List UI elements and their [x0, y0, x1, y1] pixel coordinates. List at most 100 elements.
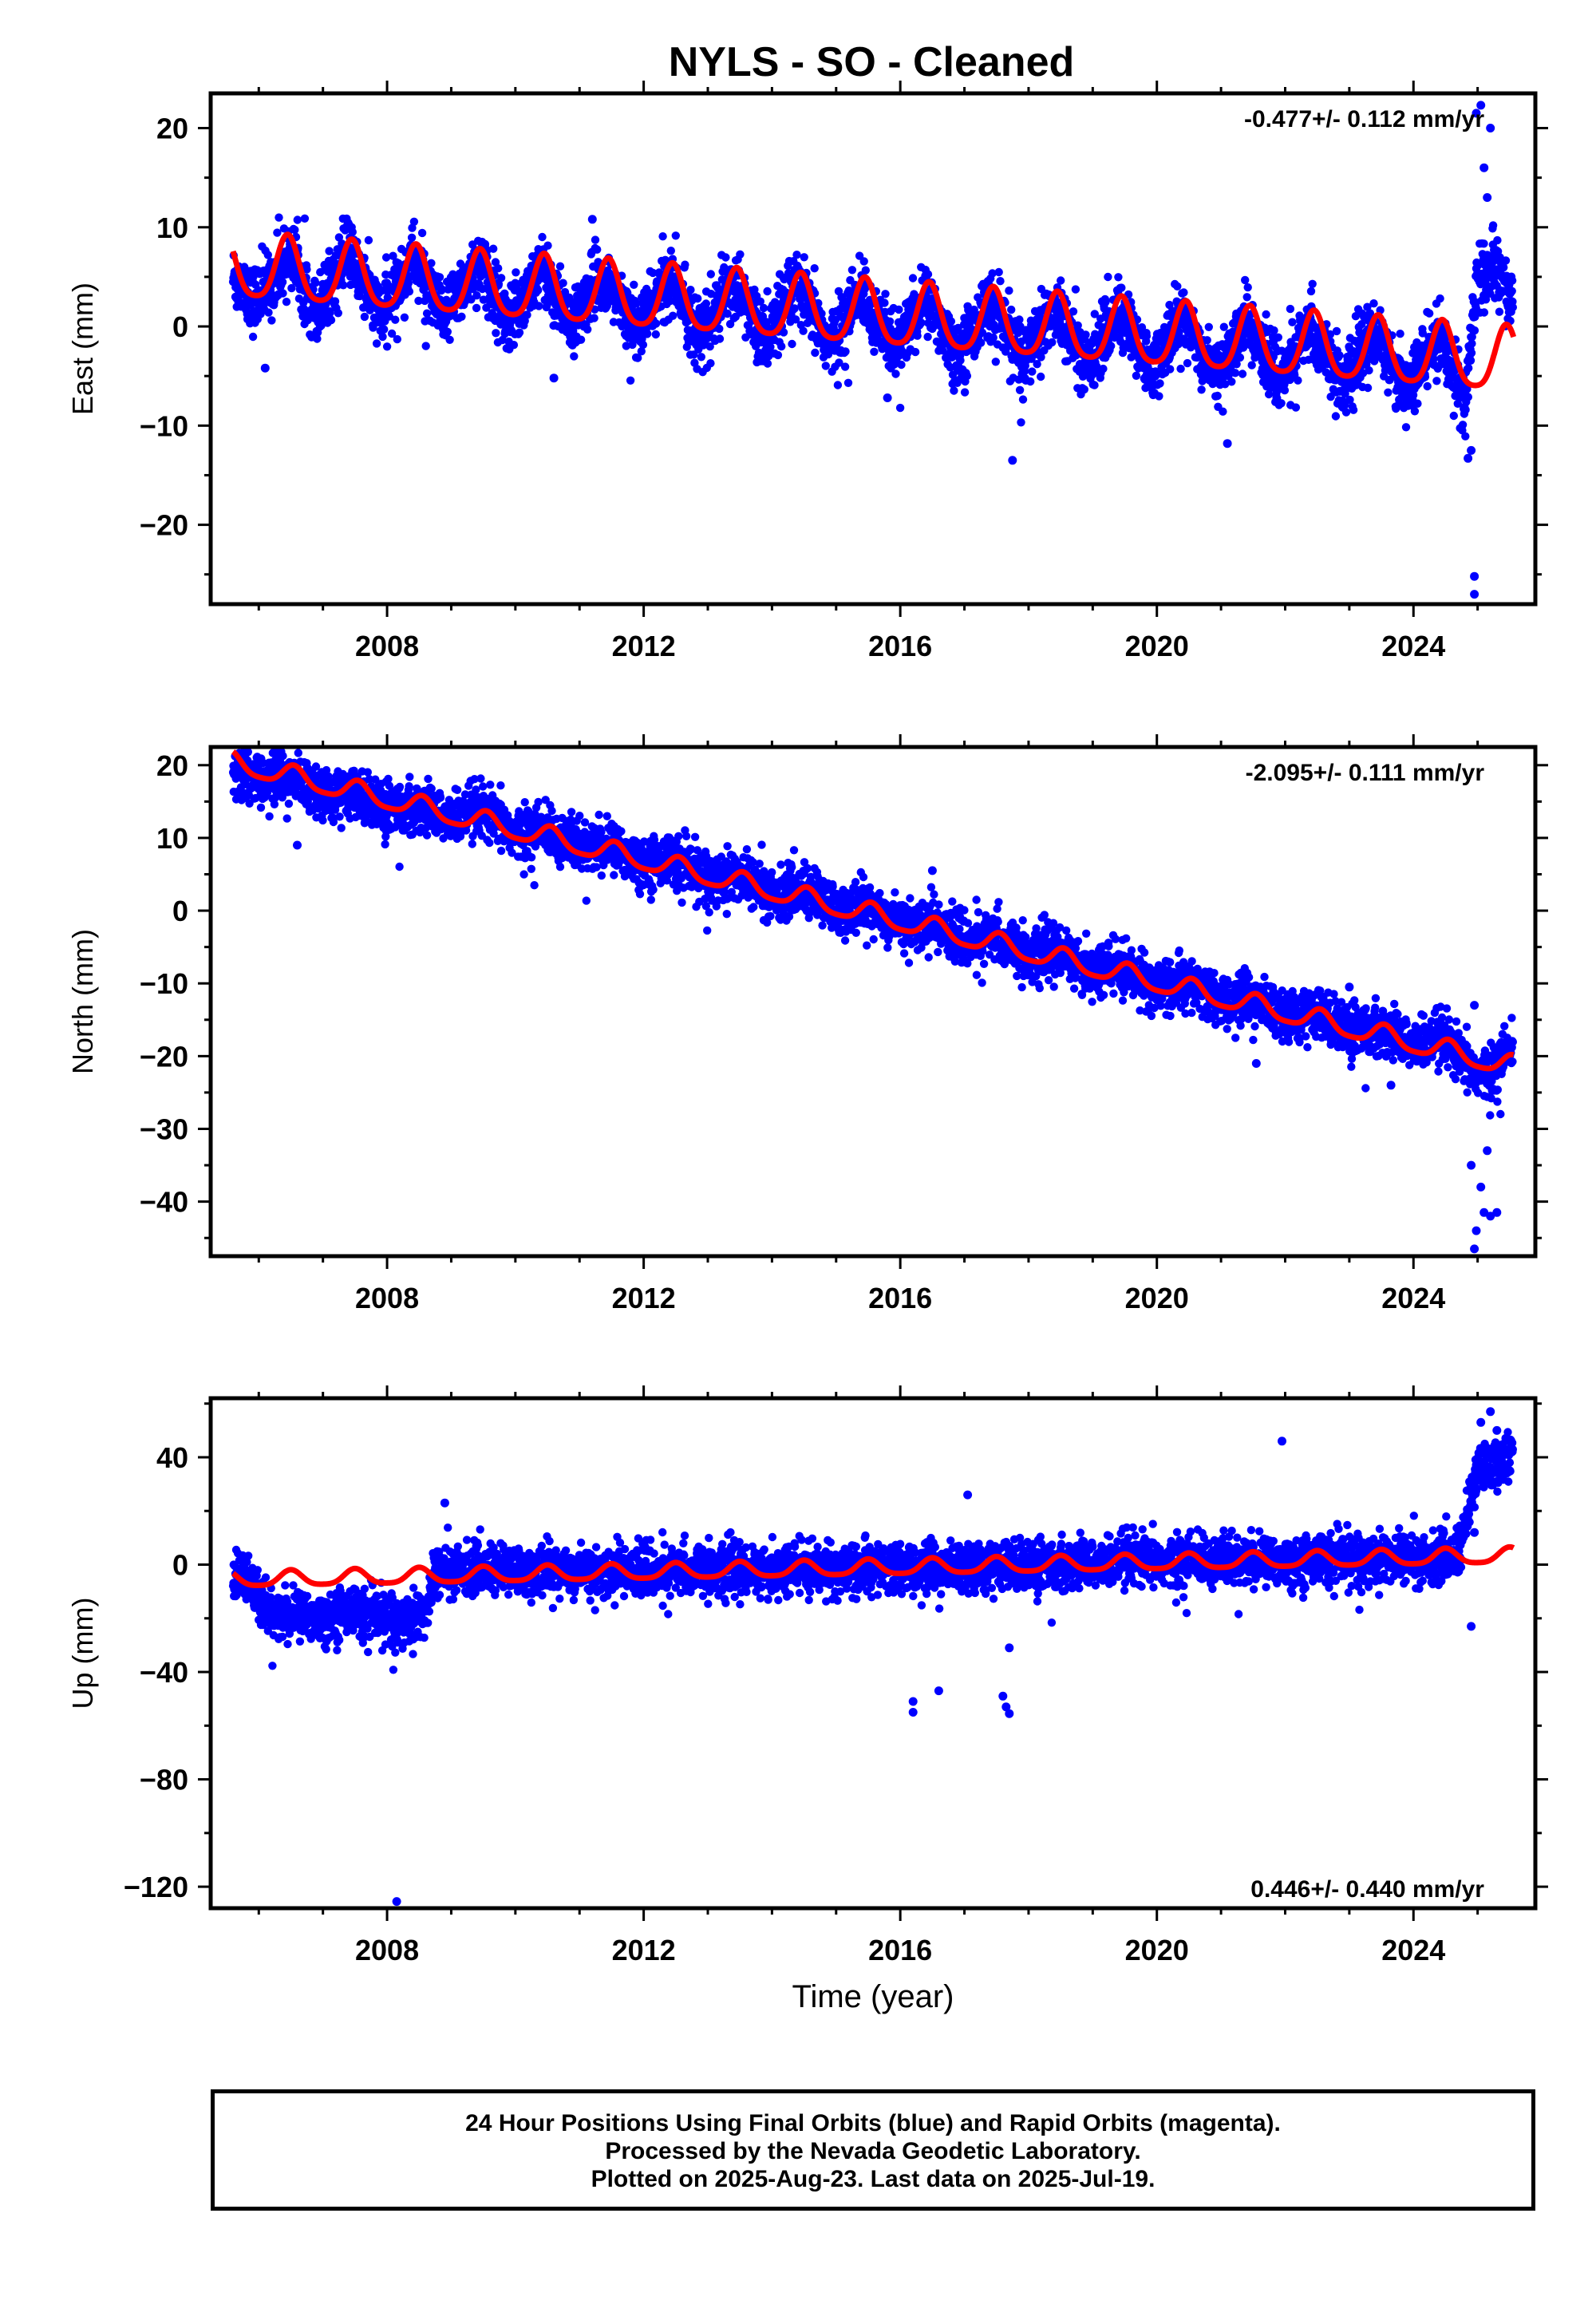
outlier-point	[1470, 590, 1479, 599]
data-point	[821, 362, 831, 370]
data-point	[300, 214, 310, 223]
data-point	[891, 370, 900, 378]
data-point	[278, 278, 287, 287]
data-point	[946, 317, 956, 326]
data-point	[1501, 256, 1511, 265]
data-point	[348, 227, 357, 236]
outlier-point	[1479, 163, 1489, 172]
data-point	[1369, 299, 1378, 308]
data-point	[249, 272, 258, 281]
data-point	[409, 217, 419, 226]
data-point	[421, 342, 430, 350]
data-point	[583, 325, 592, 334]
data-point	[284, 799, 294, 808]
y-tick-label: −20	[140, 509, 188, 542]
data-point	[576, 335, 586, 344]
x-tick-label: 2008	[355, 630, 419, 662]
data-point	[777, 342, 786, 351]
data-point	[325, 247, 334, 255]
data-point	[1114, 273, 1123, 282]
data-point	[950, 386, 958, 395]
data-point	[457, 312, 466, 321]
data-point	[763, 287, 772, 296]
data-point	[494, 264, 503, 273]
data-point	[1028, 367, 1037, 376]
data-point	[1277, 399, 1286, 408]
data-point	[1242, 293, 1251, 302]
data-point	[1241, 275, 1250, 285]
data-point	[422, 309, 432, 318]
data-point	[1461, 432, 1470, 441]
data-point	[1288, 318, 1297, 326]
data-point	[405, 287, 414, 296]
data-point	[1213, 391, 1222, 401]
data-point	[302, 265, 311, 274]
data-point	[1104, 272, 1112, 282]
data-point	[318, 816, 327, 825]
data-point	[1026, 377, 1035, 386]
data-point	[404, 279, 413, 287]
data-point	[632, 299, 641, 308]
data-point	[697, 353, 705, 362]
north-data-points	[228, 747, 1518, 1254]
data-point	[498, 335, 507, 345]
data-point	[282, 298, 291, 306]
data-point	[1349, 405, 1358, 414]
data-point	[389, 251, 397, 260]
data-point	[393, 334, 401, 344]
data-point	[1247, 361, 1256, 370]
data-point	[1179, 288, 1188, 297]
data-point	[895, 305, 903, 314]
data-point	[293, 215, 302, 224]
data-point	[382, 342, 392, 351]
data-point	[443, 327, 452, 336]
data-point	[669, 311, 678, 320]
data-point	[1294, 376, 1302, 385]
data-point	[788, 339, 796, 349]
x-tick-label: 2012	[612, 630, 676, 662]
data-point	[1183, 358, 1192, 368]
data-point	[911, 347, 920, 357]
data-point	[1479, 239, 1488, 248]
data-point	[1479, 308, 1489, 317]
data-point	[492, 329, 500, 338]
data-point	[538, 232, 547, 242]
data-point	[1432, 377, 1441, 385]
data-point	[666, 247, 675, 255]
data-point	[593, 245, 602, 254]
data-point	[334, 309, 342, 318]
data-point	[1107, 342, 1116, 350]
data-point	[265, 812, 274, 821]
data-point	[1081, 330, 1090, 339]
data-point	[267, 316, 276, 325]
data-point	[1467, 349, 1476, 358]
data-point	[626, 376, 635, 385]
data-point	[1365, 366, 1373, 375]
data-point	[496, 274, 506, 283]
data-point	[1080, 385, 1089, 394]
data-point	[1005, 287, 1013, 295]
outlier-point	[260, 363, 270, 373]
data-point	[282, 814, 291, 823]
data-point	[638, 340, 648, 350]
data-point	[1335, 351, 1344, 360]
data-point	[1048, 338, 1057, 347]
data-point	[643, 330, 652, 338]
data-point	[1262, 310, 1270, 319]
data-point	[1203, 336, 1211, 345]
data-point	[630, 280, 638, 289]
data-point	[870, 347, 879, 356]
data-point	[294, 749, 302, 757]
data-point	[543, 241, 552, 250]
data-point	[799, 326, 808, 335]
data-point	[472, 291, 481, 300]
data-point	[256, 803, 266, 812]
data-point	[279, 289, 287, 298]
chart-title: NYLS - SO - Cleaned	[669, 39, 1075, 85]
data-point	[243, 748, 252, 757]
data-point	[1413, 399, 1422, 408]
data-point	[1071, 285, 1080, 294]
data-point	[880, 298, 889, 307]
